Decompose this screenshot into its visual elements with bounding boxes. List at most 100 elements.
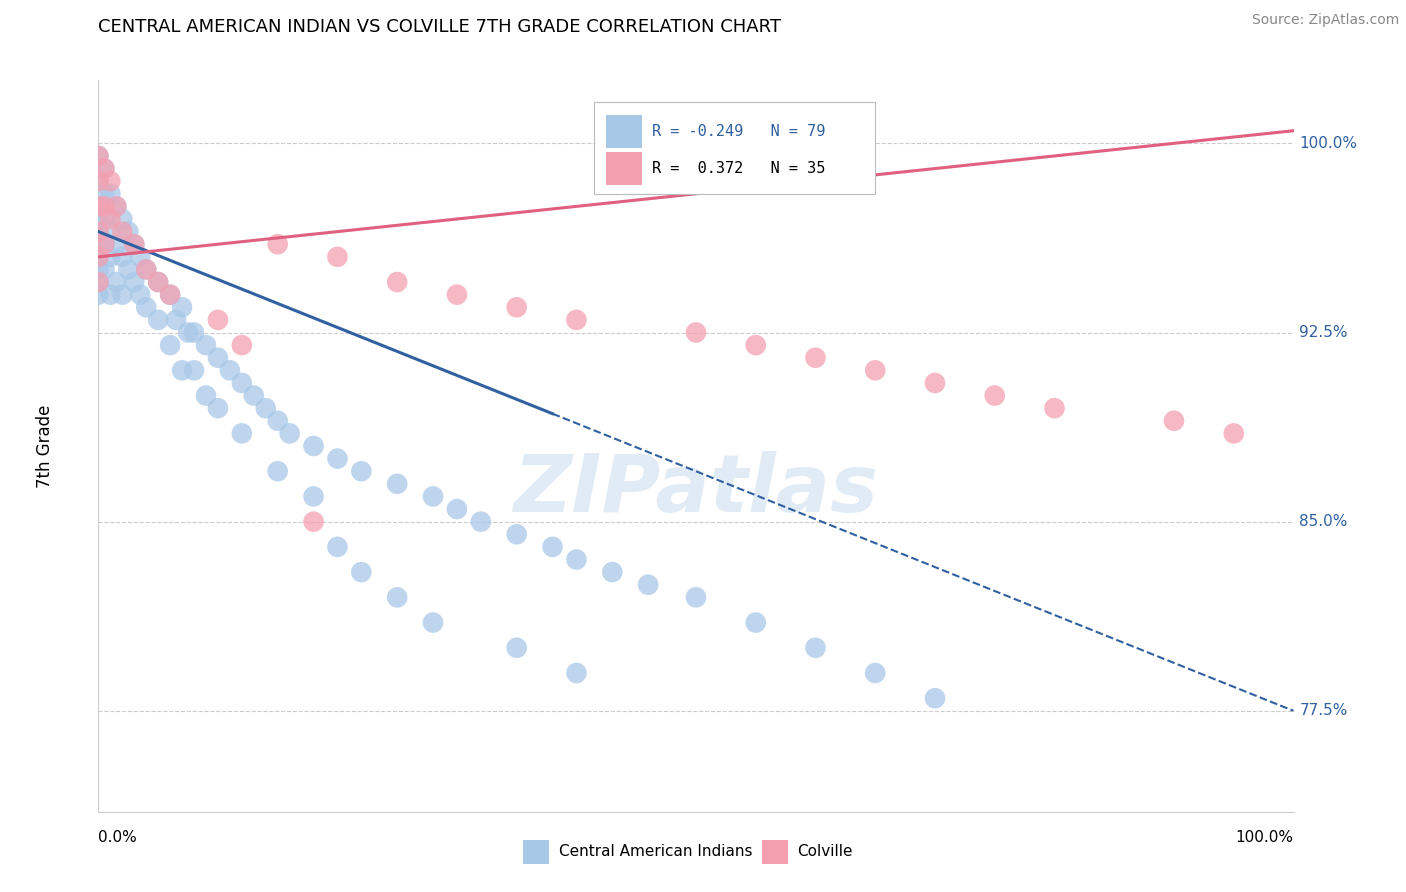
Point [111, 250, 134, 264]
Point [87, 275, 110, 289]
Point [745, 615, 768, 630]
Point [219, 363, 242, 377]
Point [124, 275, 146, 289]
Text: CENTRAL AMERICAN INDIAN VS COLVILLE 7TH GRADE CORRELATION CHART: CENTRAL AMERICAN INDIAN VS COLVILLE 7TH … [98, 19, 782, 37]
Point [385, 476, 409, 491]
Point [385, 591, 409, 605]
Point [87, 212, 110, 227]
Point [87, 225, 110, 239]
Point [865, 363, 887, 377]
Point [506, 527, 529, 541]
Point [135, 262, 157, 277]
Point [111, 225, 134, 239]
Point [326, 250, 349, 264]
Text: 0.0%: 0.0% [98, 830, 138, 845]
Point [506, 640, 529, 655]
Point [159, 338, 181, 352]
Point [87, 149, 110, 163]
Point [685, 326, 707, 340]
Point [98, 250, 122, 264]
Text: 100.0%: 100.0% [1299, 136, 1358, 151]
Point [105, 199, 128, 213]
Point [278, 426, 301, 441]
Point [117, 225, 139, 239]
Point [506, 300, 529, 314]
Point [87, 275, 110, 289]
Point [87, 250, 110, 264]
Bar [606, 115, 643, 148]
Point [148, 275, 170, 289]
Point [422, 615, 444, 630]
Point [267, 237, 290, 252]
Point [267, 464, 290, 478]
Point [93, 199, 115, 213]
Text: R =  0.372   N = 35: R = 0.372 N = 35 [652, 161, 825, 176]
Point [804, 640, 827, 655]
Point [207, 313, 229, 327]
Point [183, 363, 205, 377]
Point [804, 351, 827, 365]
Point [172, 363, 194, 377]
Point [195, 338, 218, 352]
Point [231, 338, 253, 352]
Point [148, 275, 170, 289]
Point [87, 287, 110, 301]
Point [541, 540, 564, 554]
Point [124, 237, 146, 252]
Point [565, 313, 588, 327]
Text: R = -0.249   N = 79: R = -0.249 N = 79 [652, 124, 825, 139]
Point [243, 388, 266, 402]
Point [302, 439, 325, 453]
Point [93, 186, 115, 201]
Point [326, 540, 349, 554]
Point [1043, 401, 1066, 416]
Point [148, 313, 170, 327]
FancyBboxPatch shape [595, 103, 875, 194]
Point [231, 426, 253, 441]
Point [183, 326, 205, 340]
Text: Central American Indians: Central American Indians [558, 845, 752, 860]
Point [865, 665, 887, 680]
Point [98, 212, 122, 227]
Point [745, 338, 768, 352]
Point [446, 502, 468, 516]
Point [129, 250, 152, 264]
Point [207, 351, 229, 365]
Bar [523, 840, 548, 863]
Point [924, 691, 946, 706]
Point [87, 174, 110, 188]
Text: Colville: Colville [797, 845, 853, 860]
Point [302, 490, 325, 504]
Point [385, 275, 409, 289]
Point [117, 262, 139, 277]
Text: 100.0%: 100.0% [1236, 830, 1294, 845]
Point [87, 250, 110, 264]
Point [267, 414, 290, 428]
Point [111, 212, 134, 227]
Point [302, 515, 325, 529]
Point [87, 149, 110, 163]
Point [87, 262, 110, 277]
Point [124, 237, 146, 252]
Point [111, 287, 134, 301]
Point [87, 199, 110, 213]
Point [1163, 414, 1185, 428]
Point [195, 388, 218, 402]
Point [254, 401, 277, 416]
Text: 77.5%: 77.5% [1299, 703, 1348, 718]
Point [93, 237, 115, 252]
Point [565, 552, 588, 566]
Point [1223, 426, 1246, 441]
Point [165, 313, 187, 327]
Text: 85.0%: 85.0% [1299, 514, 1348, 529]
Text: ZIPatlas: ZIPatlas [513, 450, 879, 529]
Point [98, 287, 122, 301]
Point [93, 161, 115, 176]
Text: 92.5%: 92.5% [1299, 325, 1348, 340]
Point [924, 376, 946, 390]
Text: Source: ZipAtlas.com: Source: ZipAtlas.com [1251, 13, 1399, 28]
Point [98, 174, 122, 188]
Point [565, 665, 588, 680]
Point [87, 237, 110, 252]
Text: 7th Grade: 7th Grade [35, 404, 53, 488]
